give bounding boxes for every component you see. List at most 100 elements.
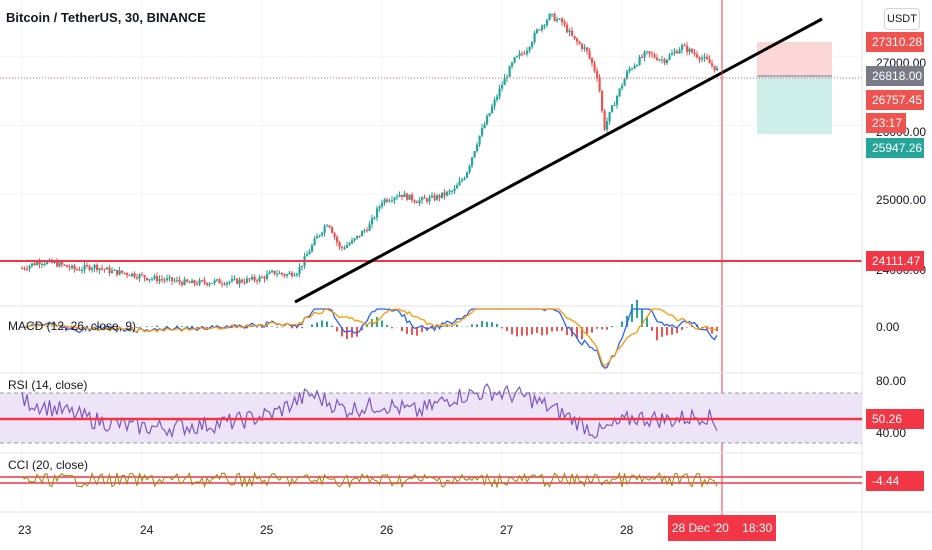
macd-histogram-bar: [441, 326, 443, 327]
candle-body: [653, 54, 656, 58]
candle-body: [638, 56, 641, 65]
candle-body: [536, 29, 539, 33]
candle-body: [176, 279, 179, 281]
candle-body: [451, 191, 454, 193]
candle-body: [603, 111, 606, 130]
candle-body: [166, 278, 169, 281]
candle-body: [221, 283, 224, 285]
macd-histogram-bar: [531, 327, 533, 335]
candle-body: [241, 279, 244, 283]
candle-body: [668, 55, 671, 60]
candle-body: [601, 90, 604, 112]
candle-body: [321, 232, 324, 236]
macd-histogram-bar: [496, 323, 498, 327]
rsi-label[interactable]: RSI (14, close): [8, 378, 88, 392]
candle-body: [186, 279, 189, 282]
macd-histogram-bar: [646, 316, 648, 327]
candle-body: [701, 58, 704, 60]
macd-histogram-bar: [626, 315, 628, 327]
macd-histogram-bar: [301, 327, 303, 329]
rsi-line: [21, 382, 718, 439]
macd-histogram-bar: [546, 327, 548, 335]
macd-histogram-bar: [256, 327, 258, 328]
trendline[interactable]: [294, 17, 823, 304]
take-profit-zone[interactable]: [757, 76, 832, 134]
macd-tick: 0.00: [876, 320, 900, 334]
candle-body: [333, 233, 336, 237]
candle-body: [571, 30, 574, 36]
candle-body: [583, 47, 586, 49]
candle-body: [688, 48, 691, 52]
macd-histogram-bar: [46, 326, 48, 327]
candle-body: [448, 191, 451, 193]
candle-body: [96, 264, 99, 271]
macd-histogram-bar: [606, 327, 608, 330]
cci-label[interactable]: CCI (20, close): [8, 458, 89, 472]
candle-body: [251, 276, 254, 280]
macd-histogram-bar: [526, 327, 528, 336]
symbol-title[interactable]: Bitcoin / TetherUS, 30, BINANCE: [6, 10, 206, 25]
candle-body: [46, 261, 49, 264]
candle-body: [628, 68, 631, 72]
candle-body: [58, 262, 61, 267]
macd-histogram-bar: [191, 325, 193, 327]
candle-body: [296, 273, 299, 276]
macd-histogram-bar: [566, 327, 568, 335]
macd-histogram-bar: [471, 324, 473, 327]
candle-body: [308, 251, 311, 255]
candle-body: [378, 206, 381, 209]
macd-histogram-bar: [586, 327, 588, 334]
time-tick: 26: [380, 523, 394, 537]
candle-body: [181, 282, 184, 285]
candle-body: [586, 47, 589, 52]
macd-histogram-bar: [421, 327, 423, 332]
candle-body: [661, 59, 664, 61]
macd-histogram-bar: [411, 327, 413, 335]
candle-body: [376, 208, 379, 218]
candle-body: [356, 235, 359, 239]
candle-body: [273, 270, 276, 275]
candle-body: [673, 51, 676, 54]
macd-histogram-bar: [506, 327, 508, 331]
macd-histogram-bar: [331, 325, 333, 327]
macd-histogram-bar: [111, 325, 113, 327]
macd-histogram-bar: [556, 327, 558, 331]
candle-body: [71, 265, 74, 269]
candle-body: [663, 59, 666, 63]
candle-body: [91, 268, 94, 270]
candle-body: [538, 29, 541, 31]
candle-body: [293, 275, 296, 277]
candle-body: [133, 273, 136, 278]
candle-body: [53, 261, 56, 263]
candle-body: [633, 65, 636, 69]
candle-body: [21, 268, 24, 270]
currency-button[interactable]: USDT: [884, 8, 920, 30]
candle-body: [93, 264, 96, 269]
candle-body: [396, 196, 399, 198]
candle-body: [658, 59, 661, 61]
candle-body: [713, 65, 716, 71]
candle-body: [23, 268, 26, 270]
macd-histogram-bar: [661, 327, 663, 337]
candle-body: [328, 225, 331, 228]
macd-histogram-bar: [631, 303, 633, 322]
macd-histogram-bar: [371, 319, 373, 327]
candle-body: [666, 59, 669, 63]
candle-body: [711, 63, 714, 66]
macd-label[interactable]: MACD (12, 26, close, 9): [8, 319, 137, 333]
macd-histogram-bar: [316, 322, 318, 327]
candle-body: [598, 77, 601, 91]
candle-body: [676, 51, 679, 54]
macd-histogram-bar: [666, 327, 668, 336]
candle-body: [211, 283, 214, 285]
candle-body: [111, 270, 114, 273]
candle-body: [393, 197, 396, 201]
macd-histogram-bar: [601, 327, 603, 330]
time-tick: 25: [260, 523, 274, 537]
macd-histogram-bar: [311, 324, 313, 327]
macd-histogram-bar: [231, 327, 233, 329]
candle-body: [503, 78, 506, 85]
macd-histogram-bar: [691, 325, 693, 327]
candle-body: [426, 198, 429, 202]
